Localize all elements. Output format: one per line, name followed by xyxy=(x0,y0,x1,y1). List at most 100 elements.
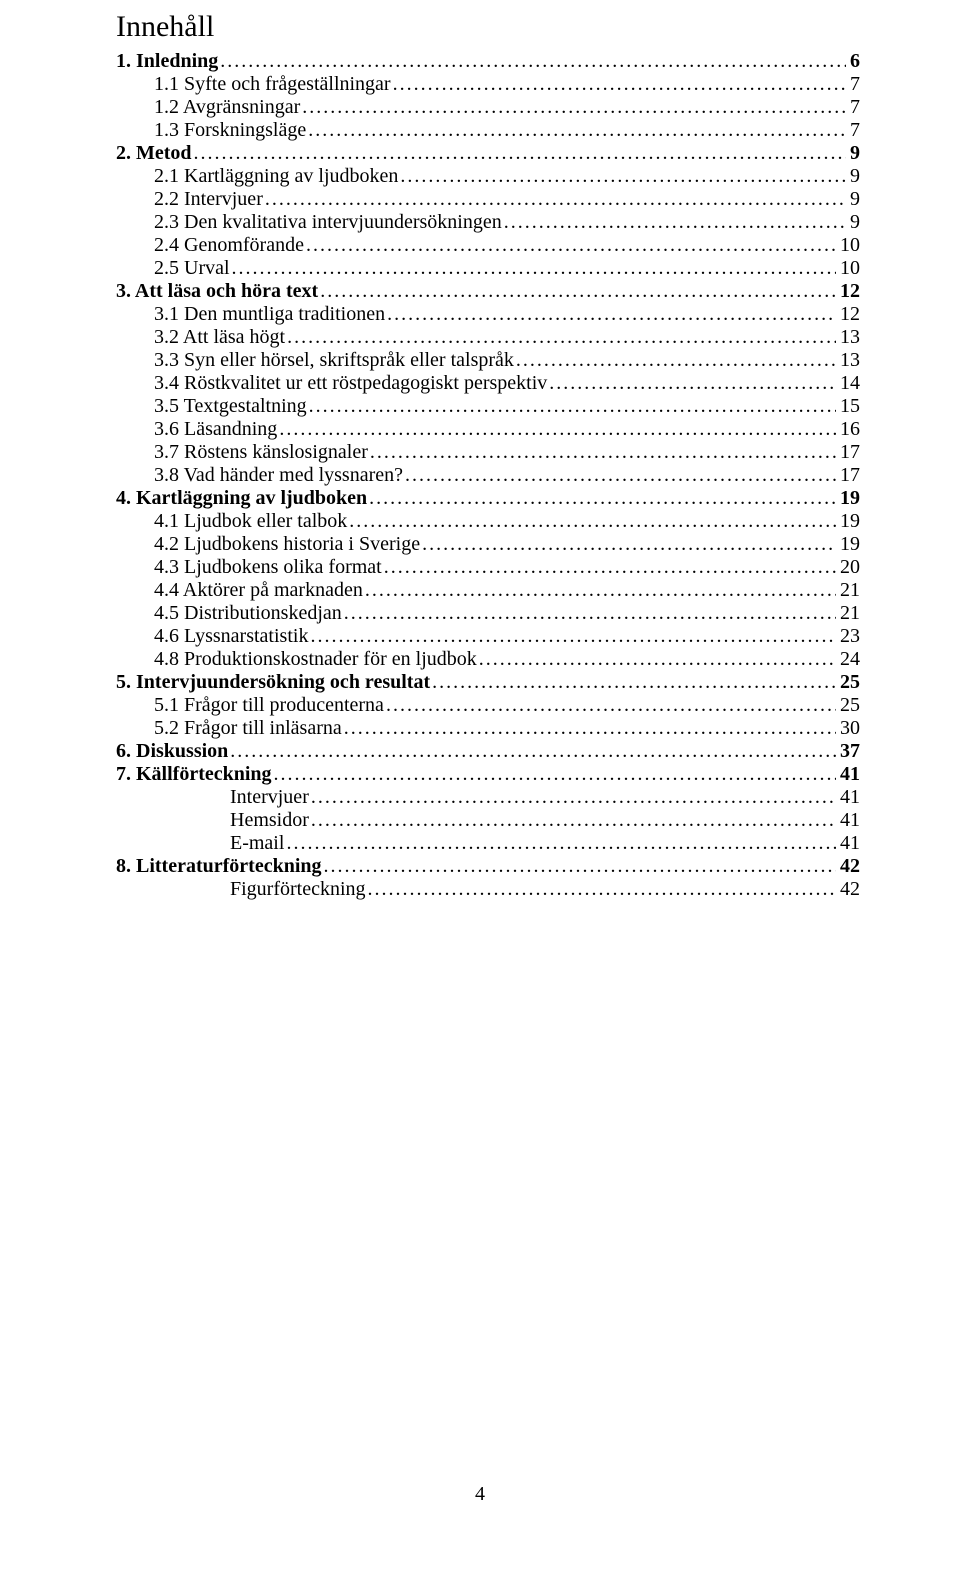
toc-entry-label: 4. Kartläggning av ljudboken xyxy=(116,487,367,510)
toc-entry-page: 10 xyxy=(838,257,860,280)
toc-leader xyxy=(368,878,836,901)
toc-entry-page: 41 xyxy=(838,832,860,855)
toc-entry-page: 7 xyxy=(848,96,860,119)
toc-entry-page: 7 xyxy=(848,119,860,142)
toc-entry: E-mail41 xyxy=(116,832,860,855)
toc-entry-page: 15 xyxy=(838,395,860,418)
toc-entry: 3. Att läsa och höra text12 xyxy=(116,280,860,303)
toc-leader xyxy=(274,763,836,786)
toc-entry-label: 8. Litteraturförteckning xyxy=(116,855,322,878)
toc-entry: 4.1 Ljudbok eller talbok19 xyxy=(116,510,860,533)
toc-entry-label: 2.3 Den kvalitativa intervjuundersökning… xyxy=(154,211,502,234)
toc-entry-page: 13 xyxy=(838,349,860,372)
toc-entry: 2.5 Urval 10 xyxy=(116,257,860,280)
toc-entry: Hemsidor 41 xyxy=(116,809,860,832)
toc-entry-label: 2.5 Urval xyxy=(154,257,230,280)
toc-leader xyxy=(516,349,836,372)
toc-leader xyxy=(344,717,836,740)
toc-entry: 1. Inledning6 xyxy=(116,50,860,73)
toc-entry-label: Figurförteckning xyxy=(230,878,366,901)
toc-leader xyxy=(306,234,836,257)
toc-entry: 7. Källförteckning41 xyxy=(116,763,860,786)
toc-entry-label: 3.5 Textgestaltning xyxy=(154,395,307,418)
toc-entry-label: 5.2 Frågor till inläsarna xyxy=(154,717,342,740)
toc-entry-label: 2. Metod xyxy=(116,142,192,165)
toc-entry-label: 5. Intervjuundersökning och resultat xyxy=(116,671,430,694)
toc-entry-page: 17 xyxy=(838,464,860,487)
toc-entry-label: 2.4 Genomförande xyxy=(154,234,304,257)
toc-entry: 8. Litteraturförteckning42 xyxy=(116,855,860,878)
toc-leader xyxy=(384,556,836,579)
toc-leader xyxy=(479,648,836,671)
toc-leader xyxy=(504,211,846,234)
toc-entry: 5.1 Frågor till producenterna25 xyxy=(116,694,860,717)
toc-entry-label: 3.7 Röstens känslosignaler xyxy=(154,441,368,464)
toc-leader xyxy=(311,786,836,809)
toc-entry: 3.8 Vad händer med lyssnaren?17 xyxy=(116,464,860,487)
toc-entry-page: 12 xyxy=(838,303,860,326)
toc-entry: 3.5 Textgestaltning 15 xyxy=(116,395,860,418)
toc-entry-page: 16 xyxy=(838,418,860,441)
toc-entry: 1.3 Forskningsläge 7 xyxy=(116,119,860,142)
toc-entry-label: Hemsidor xyxy=(230,809,309,832)
toc-entry: 3.4 Röstkvalitet ur ett röstpedagogiskt … xyxy=(116,372,860,395)
toc-entry: 3.2 Att läsa högt13 xyxy=(116,326,860,349)
toc-leader xyxy=(310,625,836,648)
toc-entry-label: 3.4 Röstkvalitet ur ett röstpedagogiskt … xyxy=(154,372,547,395)
toc-leader xyxy=(386,694,836,717)
toc-leader xyxy=(365,579,836,602)
toc-entry: 1.2 Avgränsningar 7 xyxy=(116,96,860,119)
toc-leader xyxy=(344,602,836,625)
toc-entry: 4.6 Lyssnarstatistik23 xyxy=(116,625,860,648)
toc-leader xyxy=(422,533,836,556)
toc-entry-page: 24 xyxy=(838,648,860,671)
toc-entry-page: 19 xyxy=(838,533,860,556)
toc-entry-page: 6 xyxy=(848,50,860,73)
toc-entry-page: 17 xyxy=(838,441,860,464)
toc-leader xyxy=(279,418,836,441)
toc-entry-label: 3.1 Den muntliga traditionen xyxy=(154,303,385,326)
toc-entry-label: 1.1 Syfte och frågeställningar xyxy=(154,73,391,96)
toc-leader xyxy=(308,119,846,142)
toc-leader xyxy=(324,855,836,878)
toc-entry-label: 6. Diskussion xyxy=(116,740,228,763)
toc-entry-label: 3.3 Syn eller hörsel, skriftspråk eller … xyxy=(154,349,514,372)
toc-leader xyxy=(286,832,836,855)
toc-entry-page: 9 xyxy=(848,165,860,188)
page-number: 4 xyxy=(0,1483,960,1506)
toc-entry: 4.2 Ljudbokens historia i Sverige19 xyxy=(116,533,860,556)
toc-entry-page: 9 xyxy=(848,211,860,234)
page: Innehåll 1. Inledning61.1 Syfte och fråg… xyxy=(0,0,960,1578)
toc-leader xyxy=(370,441,836,464)
toc-entry-label: 2.1 Kartläggning av ljudboken xyxy=(154,165,398,188)
toc-entry-label: 1.2 Avgränsningar xyxy=(154,96,300,119)
toc-entry-label: 4.3 Ljudbokens olika format xyxy=(154,556,382,579)
toc-entry: 4.4 Aktörer på marknaden21 xyxy=(116,579,860,602)
toc-entry: Intervjuer41 xyxy=(116,786,860,809)
toc-entry-label: 4.1 Ljudbok eller talbok xyxy=(154,510,347,533)
toc-entry: 3.3 Syn eller hörsel, skriftspråk eller … xyxy=(116,349,860,372)
toc-entry: 2.3 Den kvalitativa intervjuundersökning… xyxy=(116,211,860,234)
toc-entry: 2.2 Intervjuer9 xyxy=(116,188,860,211)
toc-leader xyxy=(232,257,836,280)
toc-entry-page: 12 xyxy=(838,280,860,303)
toc-entry-page: 37 xyxy=(838,740,860,763)
toc-entry-page: 23 xyxy=(838,625,860,648)
toc-entry: 4.5 Distributionskedjan21 xyxy=(116,602,860,625)
toc-entry-page: 9 xyxy=(848,142,860,165)
toc-entry: 4.3 Ljudbokens olika format20 xyxy=(116,556,860,579)
toc-entry-page: 41 xyxy=(838,809,860,832)
toc-entry-page: 41 xyxy=(838,763,860,786)
toc-entry: 2.1 Kartläggning av ljudboken 9 xyxy=(116,165,860,188)
toc-leader xyxy=(393,73,846,96)
toc-entry-page: 19 xyxy=(838,487,860,510)
toc-entry-page: 9 xyxy=(848,188,860,211)
toc-entry: 5.2 Frågor till inläsarna30 xyxy=(116,717,860,740)
toc-entry-label: 4.8 Produktionskostnader för en ljudbok xyxy=(154,648,477,671)
toc-entry: 3.1 Den muntliga traditionen 12 xyxy=(116,303,860,326)
toc-leader xyxy=(309,395,836,418)
toc-title: Innehåll xyxy=(116,10,860,44)
toc-entry-page: 25 xyxy=(838,671,860,694)
toc-entry-label: 1.3 Forskningsläge xyxy=(154,119,306,142)
toc-leader xyxy=(311,809,836,832)
